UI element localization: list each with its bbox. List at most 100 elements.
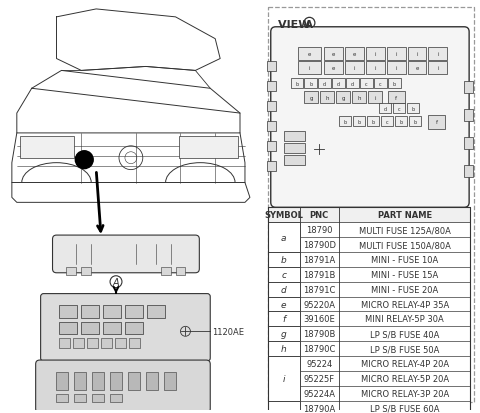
Bar — [268, 327, 470, 342]
Bar — [304, 92, 318, 104]
Text: 18790C: 18790C — [303, 344, 336, 353]
Text: i: i — [437, 66, 439, 71]
Bar — [267, 62, 276, 72]
Bar — [81, 323, 99, 335]
Text: b: b — [281, 255, 287, 264]
Text: c: c — [379, 82, 382, 87]
Text: PNC: PNC — [310, 211, 329, 220]
Text: MULTI FUSE 150A/80A: MULTI FUSE 150A/80A — [359, 240, 451, 249]
Bar — [429, 62, 447, 75]
Bar — [73, 338, 84, 348]
Bar — [387, 47, 406, 60]
Text: b: b — [411, 107, 414, 112]
Bar — [60, 338, 71, 348]
Bar — [74, 372, 86, 390]
Text: g: g — [281, 330, 287, 339]
Bar — [101, 338, 112, 348]
Text: i: i — [396, 66, 397, 71]
Text: b: b — [309, 82, 312, 87]
Bar — [268, 282, 470, 297]
Bar — [393, 104, 405, 114]
Bar — [408, 62, 427, 75]
Text: i: i — [396, 52, 397, 57]
Bar — [164, 372, 176, 390]
Bar — [464, 82, 473, 94]
Text: c: c — [397, 107, 400, 112]
Bar — [128, 372, 140, 390]
Bar — [268, 267, 470, 282]
Bar — [268, 223, 300, 252]
Bar — [268, 356, 470, 371]
Bar — [268, 223, 470, 237]
Text: i: i — [309, 66, 310, 71]
Text: A: A — [305, 20, 313, 30]
Text: MINI RELAY-5P 30A: MINI RELAY-5P 30A — [365, 315, 444, 324]
Bar — [268, 208, 470, 413]
Bar — [464, 138, 473, 150]
Text: 95220A: 95220A — [303, 300, 336, 309]
Bar — [87, 338, 98, 348]
Bar — [60, 305, 77, 318]
Text: 18791A: 18791A — [303, 255, 336, 264]
Text: g: g — [341, 95, 345, 100]
Bar — [268, 386, 470, 401]
Bar — [290, 79, 303, 89]
Bar — [57, 372, 68, 390]
Bar — [268, 327, 300, 342]
Bar — [429, 47, 447, 60]
Bar — [147, 305, 165, 318]
Bar — [387, 62, 406, 75]
FancyBboxPatch shape — [52, 235, 199, 273]
Bar — [268, 342, 300, 356]
Bar — [268, 252, 300, 267]
Bar — [103, 305, 121, 318]
Bar — [298, 62, 321, 75]
Text: h: h — [281, 344, 287, 353]
Text: b: b — [399, 119, 402, 124]
Bar — [318, 79, 331, 89]
Bar — [407, 104, 419, 114]
Text: 18791C: 18791C — [303, 285, 336, 294]
Text: i: i — [374, 95, 376, 100]
Bar — [339, 117, 351, 127]
Bar — [368, 92, 382, 104]
Bar — [110, 372, 122, 390]
FancyBboxPatch shape — [41, 294, 210, 361]
Text: d: d — [323, 82, 326, 87]
Text: f: f — [435, 120, 437, 125]
Text: 39160E: 39160E — [303, 315, 335, 324]
Bar — [66, 267, 76, 275]
Text: e: e — [415, 66, 419, 71]
Bar — [81, 267, 91, 275]
Bar — [268, 312, 300, 327]
Bar — [267, 122, 276, 132]
Text: e: e — [332, 66, 336, 71]
Bar — [284, 132, 305, 142]
Text: b: b — [358, 119, 360, 124]
Bar — [268, 371, 470, 386]
Bar — [268, 356, 300, 401]
Text: i: i — [437, 52, 439, 57]
Text: MINI - FUSE 15A: MINI - FUSE 15A — [371, 270, 438, 279]
Text: A: A — [113, 277, 120, 287]
Text: c: c — [365, 82, 368, 87]
Text: 18790D: 18790D — [303, 240, 336, 249]
Bar — [360, 79, 373, 89]
Text: e: e — [332, 52, 336, 57]
Text: 18790B: 18790B — [303, 330, 336, 339]
Bar — [353, 117, 365, 127]
Text: e: e — [281, 300, 287, 309]
Bar — [92, 372, 104, 390]
Text: d: d — [337, 82, 340, 87]
Text: f: f — [395, 95, 397, 100]
Bar — [81, 305, 99, 318]
Bar — [268, 237, 470, 252]
Bar — [74, 394, 86, 402]
Text: b: b — [296, 82, 299, 87]
Bar — [92, 394, 104, 402]
Text: 1120AE: 1120AE — [212, 327, 244, 336]
Bar — [429, 116, 445, 130]
Text: PART NAME: PART NAME — [378, 211, 432, 220]
Bar — [161, 267, 170, 275]
Text: MULTI FUSE 125A/80A: MULTI FUSE 125A/80A — [359, 225, 451, 235]
